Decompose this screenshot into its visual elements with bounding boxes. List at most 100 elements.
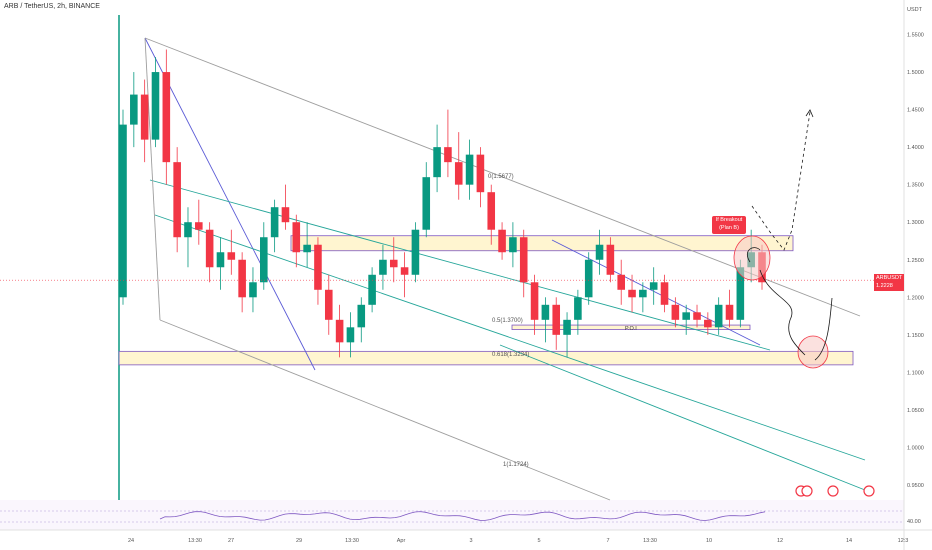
fib-label: 0.5(1.3700) xyxy=(492,318,523,324)
candle-body xyxy=(693,312,701,320)
candle-body xyxy=(509,237,517,253)
candle-body xyxy=(487,192,496,230)
zone-poi-label: P.O.I xyxy=(625,326,637,332)
candle-body xyxy=(140,94,149,140)
last-price-countdown: 01:38:10 xyxy=(876,291,898,298)
candle-body xyxy=(357,304,366,328)
candle-body xyxy=(260,237,268,283)
projection-path-down xyxy=(759,269,806,356)
candle-body xyxy=(606,244,615,275)
candle-body xyxy=(227,252,236,260)
y-tick-label: 1.1500 xyxy=(907,333,924,339)
y-tick-label: 1.0000 xyxy=(907,445,924,451)
fib-label: 0.618(1.3234) xyxy=(492,352,529,358)
candle-body xyxy=(205,229,214,268)
candle-body xyxy=(400,267,409,275)
candle-body xyxy=(173,162,181,238)
candle-body xyxy=(303,244,311,253)
channel-left xyxy=(144,37,161,321)
candle-body xyxy=(660,282,669,305)
y-tick-label: 40.00 xyxy=(907,519,921,525)
y-axis-unit: USDT xyxy=(907,7,922,13)
fan-line-a xyxy=(144,37,316,371)
last-price-tag: ARBUSDT 1.2228 01:38:10 xyxy=(874,274,904,297)
candle-body xyxy=(498,229,506,253)
y-tick-label: 1.5000 xyxy=(907,70,924,76)
candle-body xyxy=(628,289,636,298)
y-tick-label: 1.4000 xyxy=(907,145,924,151)
x-tick-label: 13:30 xyxy=(345,538,359,544)
candle-body xyxy=(476,154,485,193)
zone-poi xyxy=(511,324,751,330)
breakout-annotation: If Breakout (Plan B) xyxy=(712,216,746,234)
x-tick-label: 5 xyxy=(537,538,540,544)
y-tick-label: 1.5500 xyxy=(907,33,924,39)
candle-body xyxy=(238,259,246,298)
projection-path-up xyxy=(814,297,833,361)
y-tick-label: 0.9500 xyxy=(907,483,924,489)
fib-label: 1(1.1724) xyxy=(503,462,529,468)
candle-body xyxy=(552,304,561,335)
candle-body xyxy=(574,297,582,320)
candle-body xyxy=(389,259,398,268)
x-tick-label: 13:30 xyxy=(188,538,202,544)
candle-body xyxy=(682,312,690,320)
candle-body xyxy=(216,252,225,268)
candle-body xyxy=(281,207,290,223)
candle-body xyxy=(292,222,301,253)
candle-body xyxy=(704,319,712,328)
candle-body xyxy=(736,267,745,320)
candle-body xyxy=(617,274,625,290)
rsi-line xyxy=(159,511,766,521)
candle-body xyxy=(433,147,441,178)
x-tick-label: 14 xyxy=(846,538,852,544)
y-tick-label: 1.1000 xyxy=(907,370,924,376)
candle-body xyxy=(324,289,333,320)
candle-body xyxy=(249,282,257,298)
candle-body xyxy=(649,282,658,290)
parallel-line-c xyxy=(499,344,871,493)
x-tick-label: 24 xyxy=(128,538,134,544)
y-tick-label: 1.2000 xyxy=(907,295,924,301)
candle-body xyxy=(519,237,528,283)
candle-body xyxy=(335,319,344,343)
candle-body xyxy=(465,154,474,185)
fan-line-b xyxy=(551,239,761,346)
zone-support xyxy=(118,350,854,366)
candle-body xyxy=(162,72,171,163)
descending-channel-bottom xyxy=(159,319,611,501)
y-tick-label: 1.2500 xyxy=(907,258,924,264)
candle-body xyxy=(411,229,420,275)
candle-body xyxy=(314,244,322,290)
candle-body xyxy=(541,304,550,320)
candle-body xyxy=(530,282,539,320)
candle-body xyxy=(454,162,463,185)
x-tick-label: 3 xyxy=(469,538,472,544)
event-flag-icon xyxy=(827,485,839,497)
breakout-path xyxy=(751,111,811,251)
last-price-value: 1.2228 xyxy=(876,283,893,290)
candle-body xyxy=(119,124,127,298)
x-tick-label: Apr xyxy=(397,538,406,544)
y-tick-label: 1.3000 xyxy=(907,220,924,226)
x-tick-label: 7 xyxy=(606,538,609,544)
x-tick-label: 27 xyxy=(228,538,234,544)
candle-body xyxy=(563,319,571,335)
target-circle xyxy=(797,335,829,369)
parallel-line-a xyxy=(149,179,771,351)
x-tick-label: 13:30 xyxy=(643,538,657,544)
candle-body xyxy=(595,244,604,260)
candle-body xyxy=(184,222,192,238)
y-tick-label: 1.4500 xyxy=(907,108,924,114)
candle-body xyxy=(714,304,723,328)
candle-body xyxy=(725,304,734,320)
event-flag-icon xyxy=(863,485,875,497)
event-flag-icon xyxy=(801,485,813,497)
candle-body xyxy=(130,94,138,125)
chart-title: ARB / TetherUS, 2h, BINANCE xyxy=(4,3,100,10)
x-tick-label: 10 xyxy=(706,538,712,544)
candle-body xyxy=(151,72,160,140)
candle-body xyxy=(379,259,387,275)
candle-body xyxy=(195,222,203,230)
